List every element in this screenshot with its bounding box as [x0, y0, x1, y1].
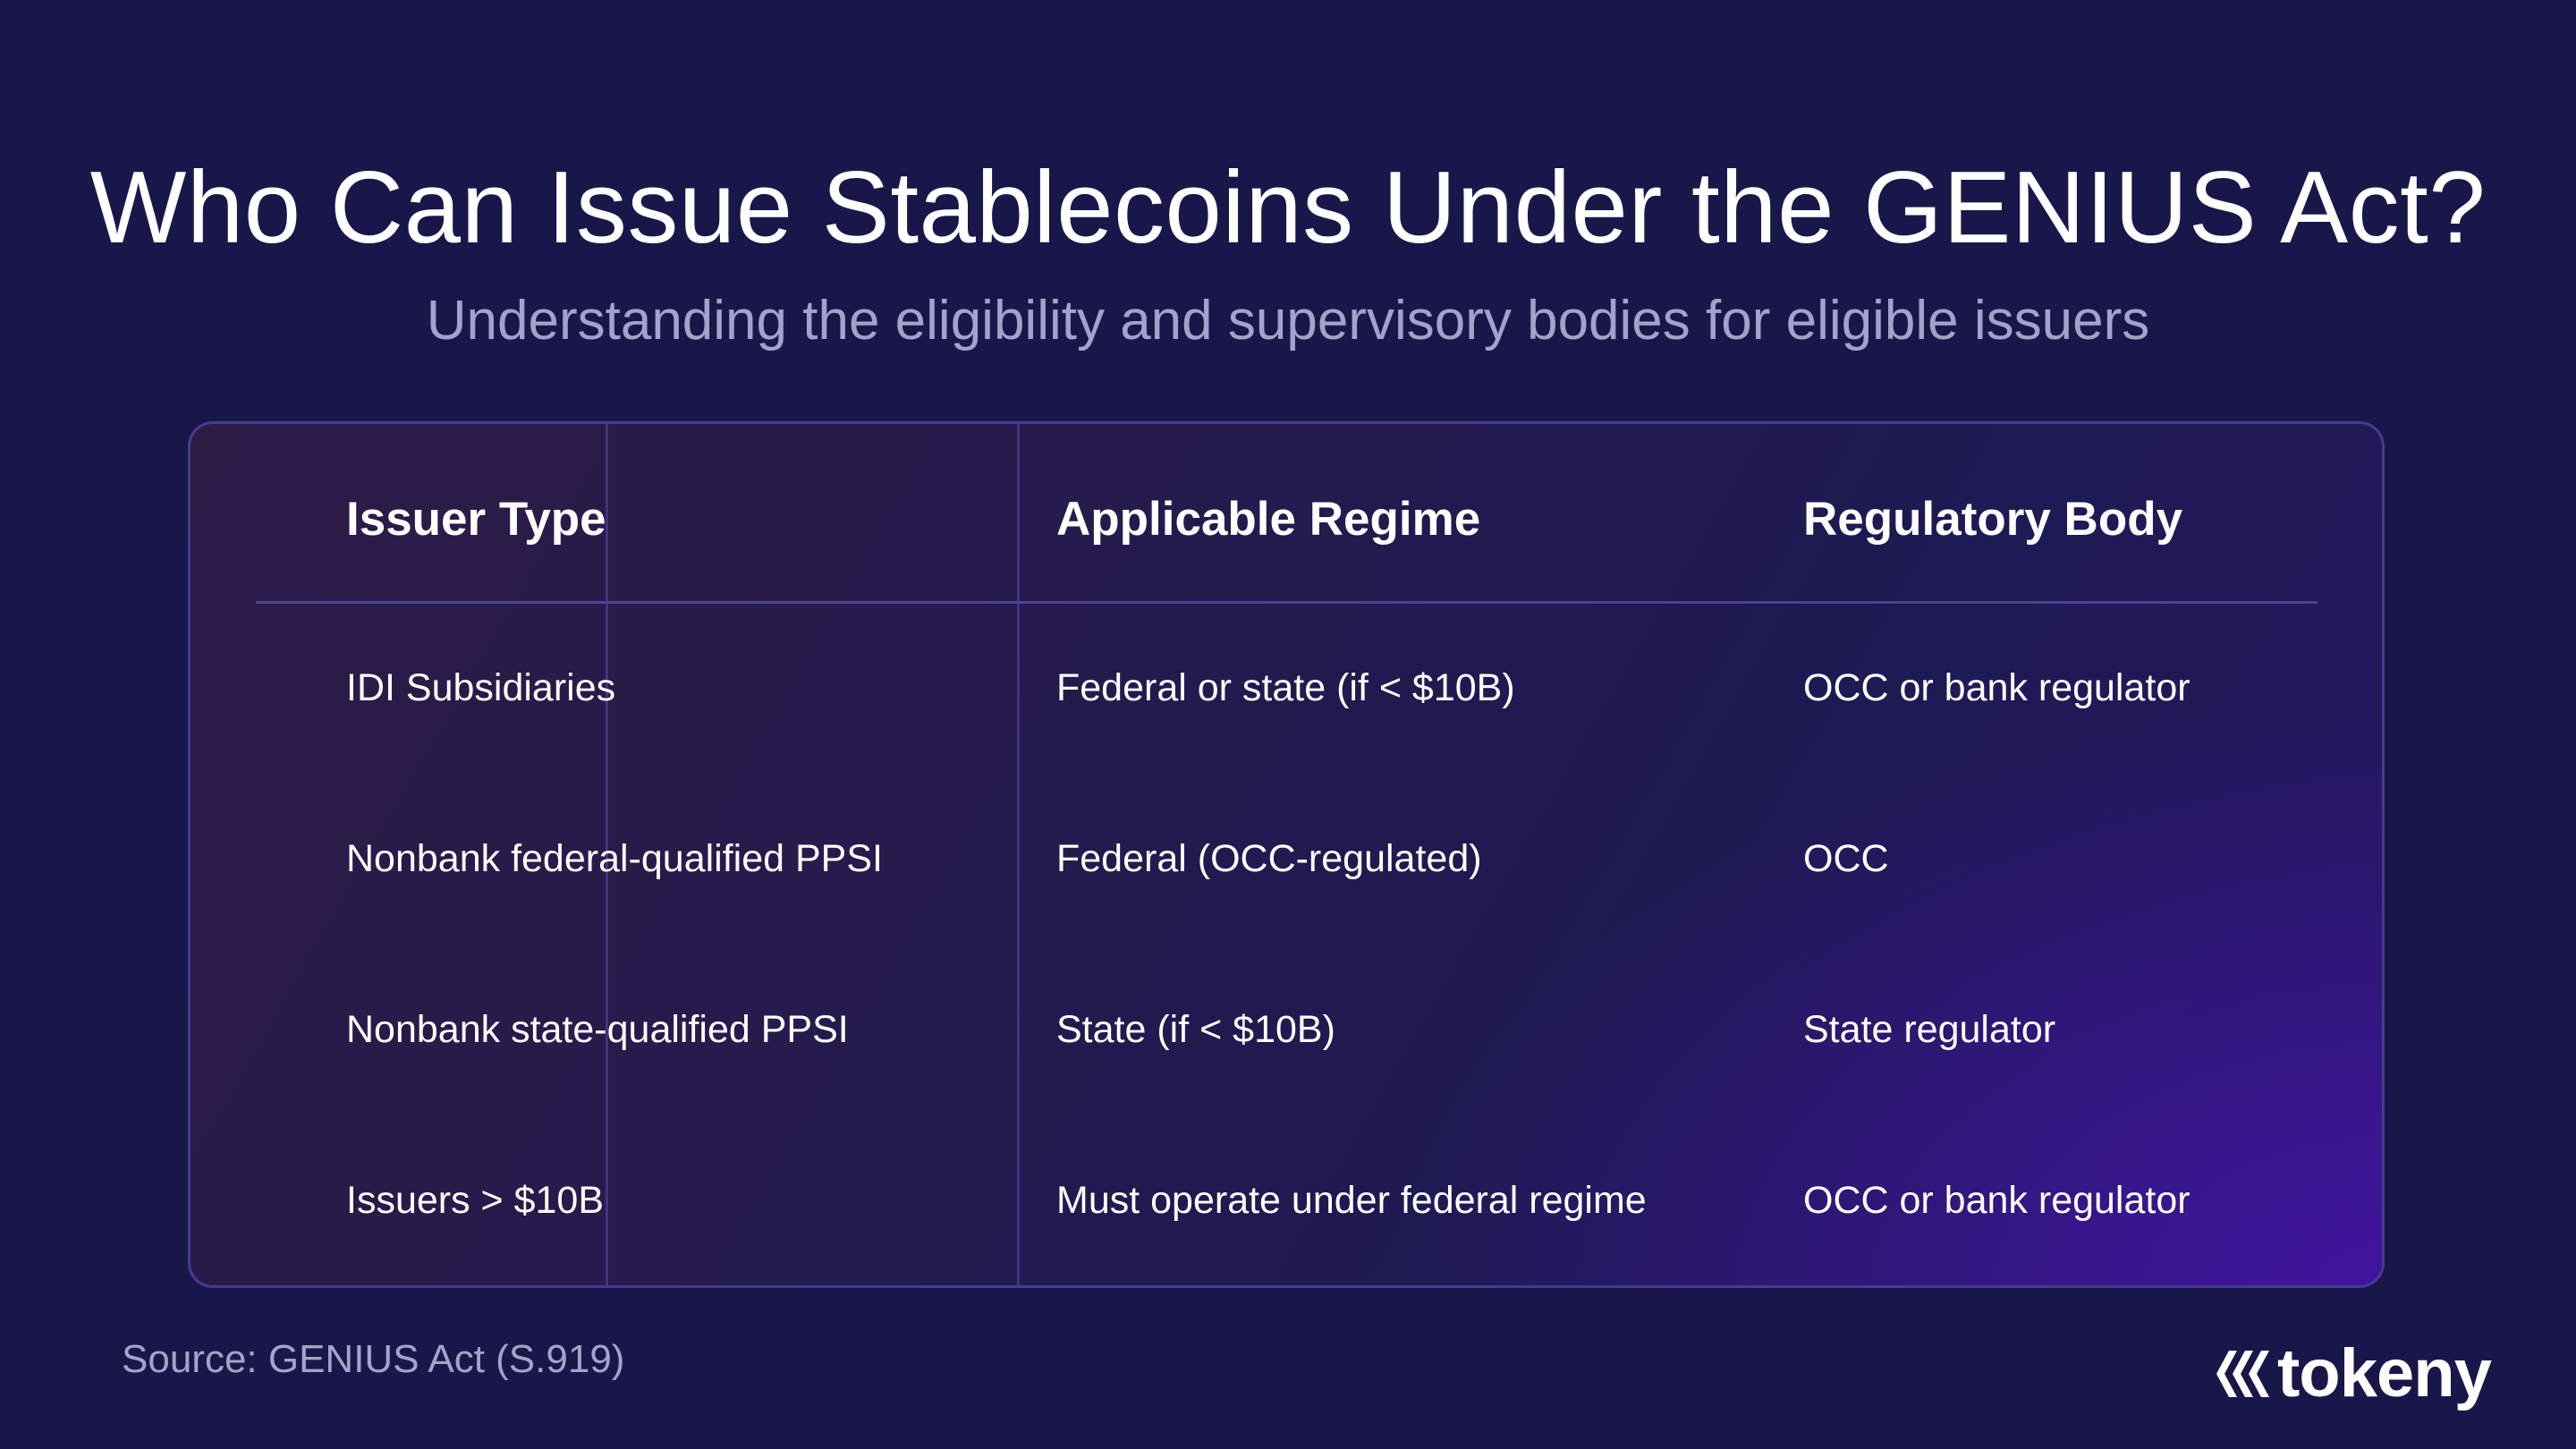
table-cell-regulatory-body: State regulator	[1803, 1008, 2056, 1051]
source-note: Source: GENIUS Act (S.919)	[122, 1337, 625, 1381]
table-cell-applicable-regime: Federal or state (if < $10B)	[1056, 666, 1515, 709]
column-divider	[606, 424, 608, 1285]
page-subtitle: Understanding the eligibility and superv…	[426, 290, 2150, 352]
table-cell-issuer-type: Nonbank state-qualified PPSI	[346, 1008, 849, 1051]
header-issuer-type: Issuer Type	[346, 493, 606, 546]
table-cell-regulatory-body: OCC or bank regulator	[1803, 666, 2190, 709]
header-applicable-regime: Applicable Regime	[1056, 493, 1481, 546]
table-cell-regulatory-body: OCC	[1803, 837, 1889, 880]
table-cell-issuer-type: Issuers > $10B	[346, 1179, 605, 1222]
table-cell-applicable-regime: Federal (OCC-regulated)	[1056, 837, 1482, 880]
tokeny-logo-icon	[2216, 1351, 2269, 1397]
column-divider	[1017, 424, 1020, 1285]
table-cell-regulatory-body: OCC or bank regulator	[1803, 1179, 2190, 1222]
header-divider	[256, 601, 2318, 604]
table-cell-issuer-type: Nonbank federal-qualified PPSI	[346, 837, 883, 880]
table-cell-applicable-regime: State (if < $10B)	[1056, 1008, 1335, 1051]
header-regulatory-body: Regulatory Body	[1803, 493, 2183, 546]
tokeny-logo: tokeny	[2215, 1335, 2492, 1411]
table-cell-issuer-type: IDI Subsidiaries	[346, 666, 616, 709]
page-title: Who Can Issue Stablecoins Under the GENI…	[89, 151, 2487, 265]
issuer-table: Issuer Type Applicable Regime Regulatory…	[188, 421, 2385, 1288]
tokeny-wordmark: tokeny	[2277, 1335, 2492, 1411]
table-cell-applicable-regime: Must operate under federal regime	[1056, 1179, 1647, 1222]
